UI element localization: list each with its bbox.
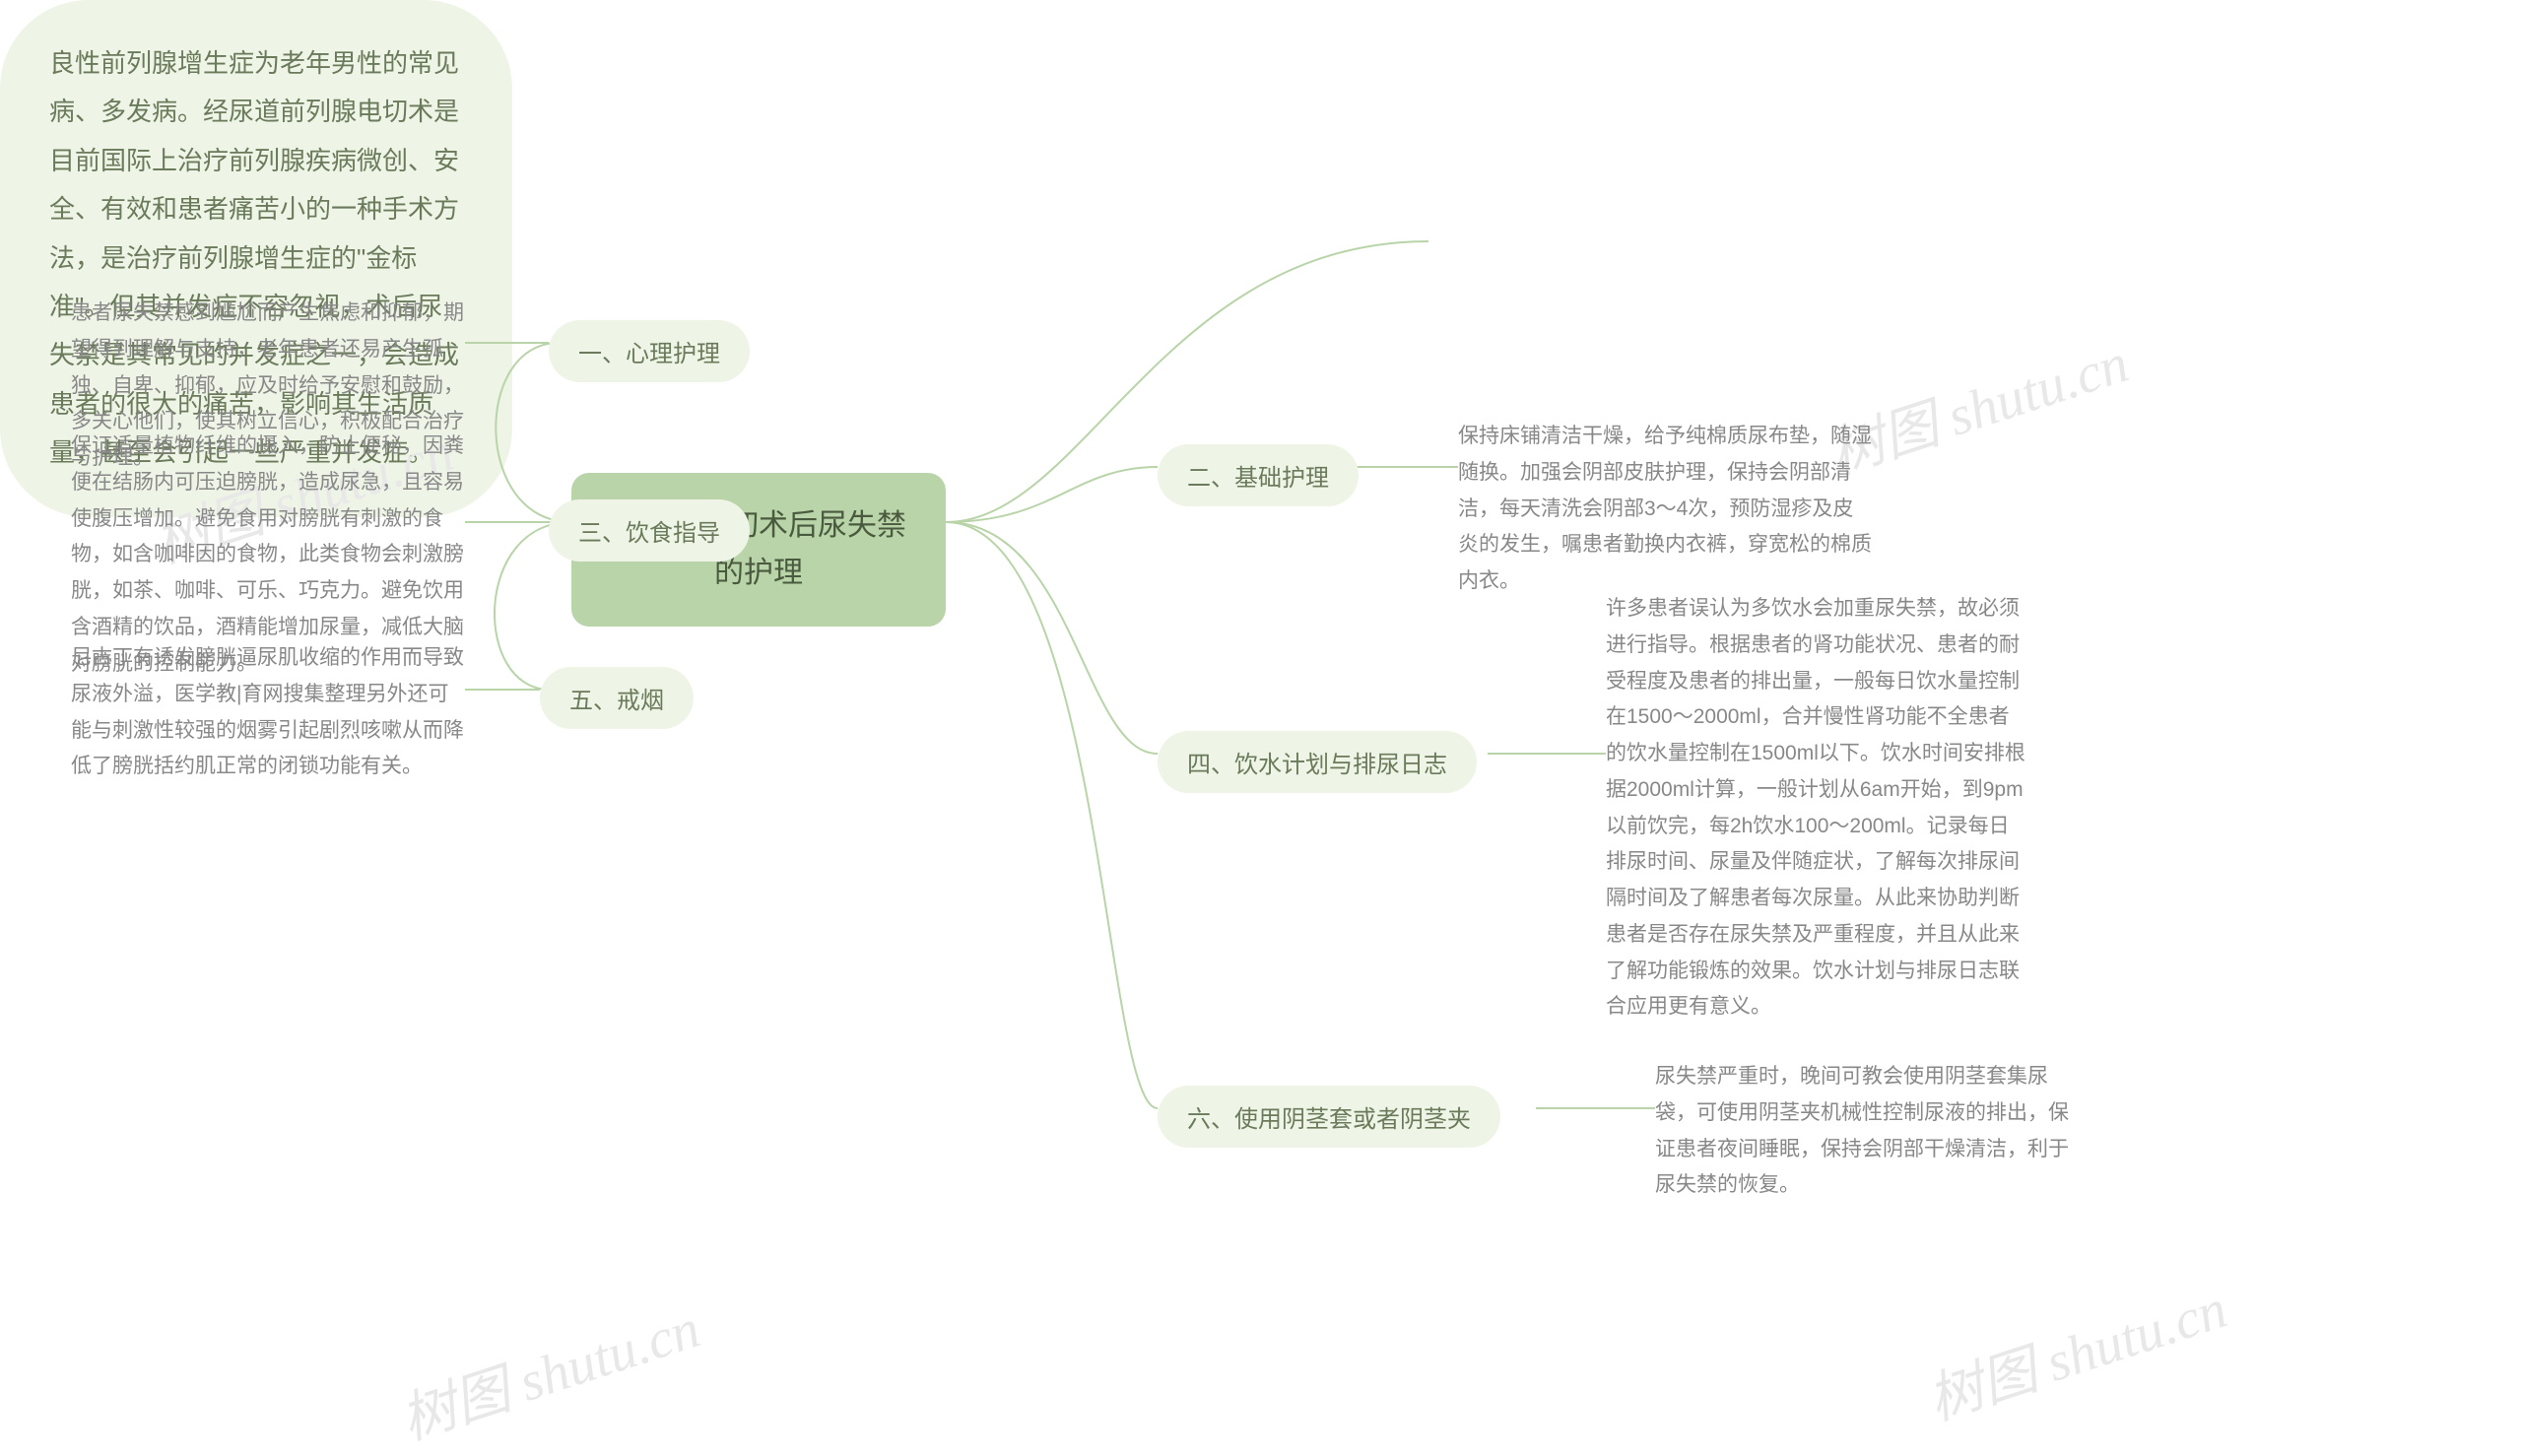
branch-1-label: 一、心理护理 xyxy=(578,334,720,368)
branch-4-label: 四、饮水计划与排尿日志 xyxy=(1187,745,1447,779)
branch-1: 一、心理护理 xyxy=(549,320,750,382)
watermark: 树图 shutu.cn xyxy=(389,1284,708,1455)
branch-5-desc: 尼古丁有诱发膀胱逼尿肌收缩的作用而导致尿液外溢，医学教|育网搜集整理另外还可能与… xyxy=(71,640,465,785)
branch-5: 五、戒烟 xyxy=(540,667,694,729)
watermark: 树图 shutu.cn xyxy=(1916,1264,2235,1435)
branch-6: 六、使用阴茎套或者阴茎夹 xyxy=(1158,1086,1500,1148)
branch-6-desc: 尿失禁严重时，晚间可教会使用阴茎套集尿袋，可使用阴茎夹机械性控制尿液的排出，保证… xyxy=(1655,1059,2069,1204)
branch-2-desc: 保持床铺清洁干燥，给予纯棉质尿布垫，随湿随换。加强会阴部皮肤护理，保持会阴部清洁… xyxy=(1458,419,1872,600)
branch-3-label: 三、饮食指导 xyxy=(578,513,720,548)
branch-3: 三、饮食指导 xyxy=(549,499,750,562)
branch-2-label: 二、基础护理 xyxy=(1187,458,1329,493)
branch-6-label: 六、使用阴茎套或者阴茎夹 xyxy=(1187,1099,1471,1134)
branch-4-desc: 许多患者误认为多饮水会加重尿失禁，故必须进行指导。根据患者的肾功能状况、患者的耐… xyxy=(1606,591,2029,1026)
branch-5-label: 五、戒烟 xyxy=(569,681,664,715)
mindmap-canvas: 树图 shutu.cn 树图 shutu.cn 树图 shutu.cn 树图 s… xyxy=(0,0,2522,1410)
branch-4: 四、饮水计划与排尿日志 xyxy=(1158,731,1477,793)
branch-2: 二、基础护理 xyxy=(1158,444,1359,506)
